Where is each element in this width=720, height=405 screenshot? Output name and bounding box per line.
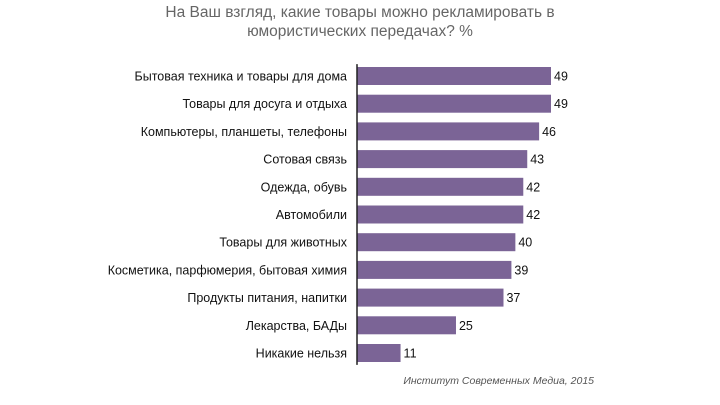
bar bbox=[357, 177, 524, 196]
category-label: Продукты питания, напитки bbox=[187, 291, 347, 305]
value-label: 49 bbox=[554, 70, 568, 84]
value-label: 49 bbox=[554, 97, 568, 111]
value-label: 11 bbox=[404, 347, 417, 361]
bar bbox=[357, 122, 540, 141]
category-label: Бытовая техника и товары для дома bbox=[135, 70, 348, 84]
bar bbox=[357, 205, 524, 224]
value-label: 39 bbox=[514, 263, 528, 277]
value-label: 46 bbox=[542, 125, 556, 139]
value-label: 37 bbox=[506, 291, 520, 305]
chart-title-line-2: юмористических передачах? % bbox=[247, 23, 473, 40]
category-label: Одежда, обувь bbox=[261, 180, 347, 194]
value-label: 25 bbox=[459, 319, 473, 333]
value-label: 40 bbox=[518, 236, 532, 250]
bar bbox=[357, 344, 401, 362]
bar bbox=[357, 260, 512, 279]
bar bbox=[357, 150, 528, 169]
category-label: Никакие нельзя bbox=[256, 347, 347, 361]
bar bbox=[357, 94, 551, 113]
value-label: 42 bbox=[526, 180, 540, 194]
value-label: 43 bbox=[530, 153, 544, 167]
category-label: Автомобили bbox=[276, 208, 347, 222]
chart-title: На Ваш взгляд, какие товары можно реклам… bbox=[0, 3, 720, 41]
chart-title-line-1: На Ваш взгляд, какие товары можно реклам… bbox=[165, 4, 555, 21]
bar bbox=[357, 233, 516, 252]
source-note: Институт Современных Медиа, 2015 bbox=[403, 375, 594, 387]
category-label: Товары для досуга и отдыха bbox=[182, 97, 347, 111]
category-label: Лекарства, БАДы bbox=[246, 319, 347, 333]
category-label: Компьютеры, планшеты, телефоны bbox=[141, 125, 347, 139]
bar bbox=[357, 67, 551, 85]
bar bbox=[357, 288, 504, 307]
category-label: Косметика, парфюмерия, бытовая химия bbox=[108, 263, 347, 277]
category-label: Товары для животных bbox=[219, 236, 347, 250]
bar bbox=[357, 316, 456, 335]
value-label: 42 bbox=[526, 208, 540, 222]
category-label: Сотовая связь bbox=[263, 153, 347, 167]
